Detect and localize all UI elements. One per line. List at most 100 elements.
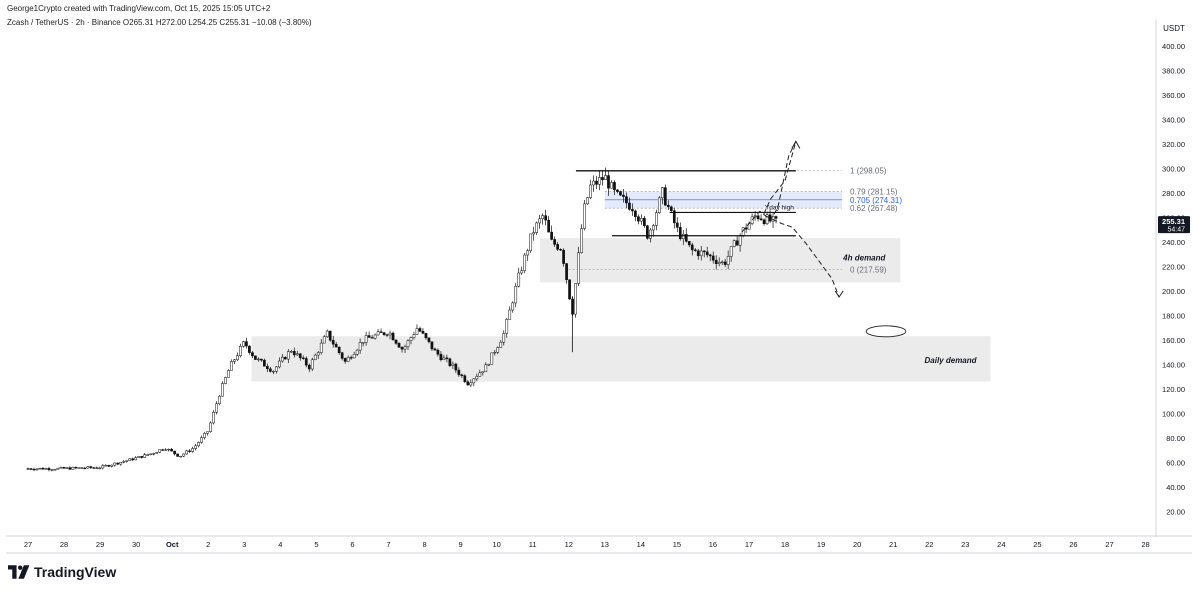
candle-body: [370, 337, 374, 339]
candle-body: [448, 358, 452, 366]
price-tick-label: 300.00: [1162, 164, 1185, 173]
candle-body: [484, 364, 488, 372]
candle-body: [41, 467, 45, 470]
candle-body: [490, 352, 494, 365]
candle-body: [119, 462, 123, 465]
logo-wordmark: TradingView: [34, 564, 117, 580]
candle-body: [586, 197, 589, 205]
candle-body: [559, 249, 562, 251]
candle-body: [702, 250, 706, 253]
candle-body: [385, 334, 389, 336]
candle-body: [610, 182, 613, 189]
candle-body: [529, 233, 533, 252]
candle-body: [248, 345, 251, 353]
candle-body: [720, 261, 724, 263]
candle-body: [666, 204, 670, 208]
candle-body: [230, 361, 233, 371]
candle-body: [547, 219, 550, 233]
candle-body: [50, 469, 54, 471]
time-tick-label: 6: [350, 540, 354, 549]
candle-body: [361, 342, 365, 344]
price-tick-label: 140.00: [1162, 360, 1185, 369]
candle-body: [562, 249, 565, 264]
time-tick-label: 28: [1141, 540, 1149, 549]
candle-body: [62, 467, 66, 469]
candle-body: [463, 375, 467, 383]
candle-body: [340, 352, 344, 359]
symbol-line: Zcash / TetherUS · 2h · Binance O265.31 …: [7, 18, 312, 27]
candle-body: [328, 330, 332, 341]
candle-body: [266, 366, 269, 370]
candle-body: [717, 262, 721, 264]
candle-body: [735, 240, 739, 246]
candle-body: [173, 450, 176, 455]
price-tick-label: 380.00: [1162, 66, 1185, 75]
ellipse-mark: [865, 325, 907, 338]
time-tick-label: 10: [492, 540, 500, 549]
candle-body: [577, 252, 580, 284]
candle-body: [224, 377, 227, 384]
candle-body: [257, 358, 260, 361]
candle-body: [657, 197, 661, 213]
candle-body: [182, 453, 185, 457]
candle-body: [442, 357, 446, 360]
candle-body: [137, 456, 141, 458]
candle-body: [436, 349, 440, 355]
time-tick-label: Oct: [166, 540, 179, 549]
candle-body: [283, 356, 287, 360]
candle-body: [191, 448, 194, 452]
candle-body: [89, 466, 93, 468]
candle-body: [83, 467, 87, 470]
price-tick-label: 280.00: [1162, 189, 1185, 198]
candle-body: [194, 445, 197, 449]
candle-body: [301, 357, 305, 359]
candle-body: [53, 469, 57, 471]
candle-body: [589, 184, 592, 198]
candle-body: [200, 437, 203, 443]
candle-body: [221, 383, 224, 397]
time-tick-label: 27: [1105, 540, 1113, 549]
candle-body: [744, 227, 748, 230]
candle-body: [242, 341, 245, 347]
candle-body: [669, 206, 673, 211]
candle-body: [337, 346, 341, 353]
time-tick-label: 29: [96, 540, 104, 549]
time-tick-label: 28: [60, 540, 68, 549]
projection-down-arrow: [834, 290, 844, 298]
candle-body: [158, 449, 162, 453]
candle-body: [203, 433, 206, 438]
fib-level-label: 0.79 (281.15): [850, 187, 898, 196]
candle-body: [424, 333, 428, 339]
candle-body: [269, 368, 272, 372]
time-tick-label: 2: [206, 540, 210, 549]
candle-body: [209, 422, 212, 432]
candle-body: [460, 374, 464, 376]
candle-body: [508, 309, 512, 320]
candle-body: [699, 250, 703, 257]
price-axis[interactable]: USDT 20.00 40.00 60.00 80.00 100.00 120.00 140.…: [1155, 20, 1190, 537]
candle-body: [92, 467, 96, 469]
candle-body: [254, 355, 257, 360]
candle-body: [304, 358, 308, 366]
candle-body: [38, 467, 42, 470]
candle-body: [640, 218, 643, 222]
time-axis[interactable]: 27 28 29 30 Oct 2 3 4 5 6 7 8 9 10 11 12 13 14 15 16 17 18 19 2…: [6, 535, 1192, 554]
candle-body: [451, 363, 455, 366]
candle-body: [726, 256, 730, 265]
price-tick-label: 360.00: [1162, 91, 1185, 100]
candle-body: [260, 358, 263, 361]
candle-body: [568, 279, 571, 300]
time-tick-label: 21: [889, 540, 897, 549]
candle-body: [475, 376, 479, 380]
candle-body: [565, 263, 568, 281]
candle-body: [502, 333, 506, 343]
candle-body: [71, 466, 75, 470]
candle-body: [672, 210, 676, 224]
candle-body: [511, 302, 515, 311]
tradingview-logo[interactable]: TradingView: [8, 564, 116, 580]
candle-body: [616, 189, 619, 192]
candle-body: [170, 448, 173, 452]
price-tick-label: 220.00: [1162, 262, 1185, 271]
candle-body: [155, 452, 159, 454]
